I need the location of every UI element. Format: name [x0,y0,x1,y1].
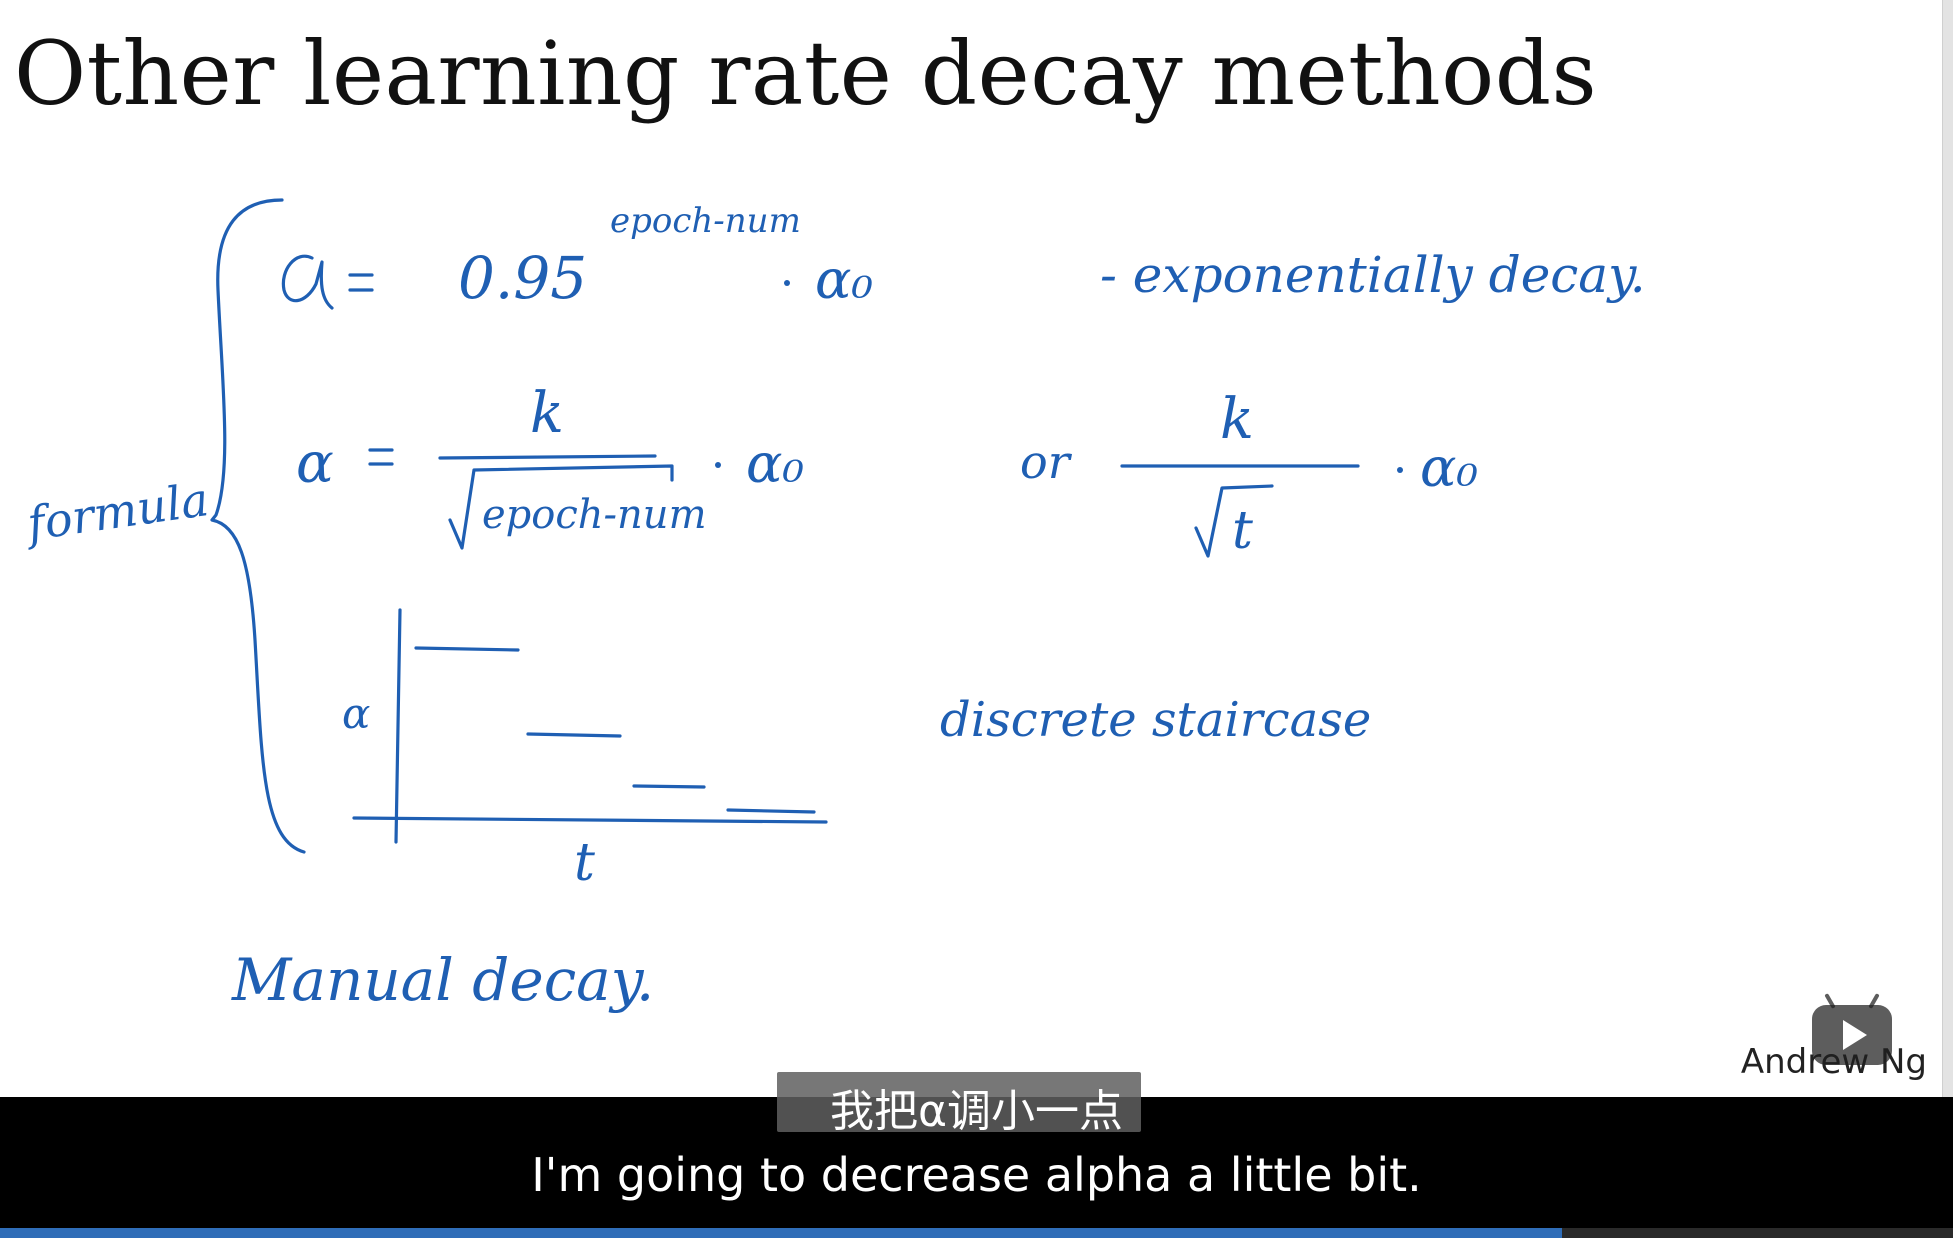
formula-label: formula [21,472,212,551]
progress-bar[interactable] [0,1228,1953,1238]
t-axis-label: t [574,833,595,893]
alpha-zero-3: α₀ [1420,436,1478,499]
left-brace [210,198,306,854]
lecture-slide: Other learning rate decay methods formul… [14,0,1953,1097]
stair-3 [632,784,706,789]
fraction-bar-1 [438,454,657,460]
exponent-label: epoch-num [610,201,801,241]
chinese-subtitle-background [777,1072,1141,1132]
or-label: or [1020,435,1073,489]
epoch-denominator: epoch-num [482,492,707,538]
alpha-zero-2: α₀ [746,432,804,495]
window-edge [1942,0,1953,1097]
progress-fill [0,1228,1563,1238]
alpha-axis-label: α [342,689,370,738]
handwritten-notes: formula 0.95 epoch-num α₀ - exponentiall… [21,198,1646,1014]
slide-title: Other learning rate decay methods [14,22,1598,125]
sqrt-sign-1 [448,464,674,550]
alpha-symbol [281,254,334,310]
k-numerator-1: k [530,381,564,446]
base-value: 0.95 [458,244,587,312]
t-denominator: t [1232,501,1253,561]
manual-decay-note: Manual decay. [231,946,654,1014]
english-subtitle: I'm going to decrease alpha a little bit… [531,1148,1422,1202]
y-axis [394,608,402,844]
staircase-note: discrete staircase [940,692,1371,748]
k-numerator-2: k [1220,387,1254,452]
exponential-note: - exponentially decay. [1100,246,1646,304]
x-axis [352,816,828,824]
play-icon [1843,1020,1867,1050]
alpha-zero: α₀ [815,248,873,311]
chinese-subtitle: 我把α调小一点 [829,1086,1123,1137]
play-button[interactable] [1812,993,1892,1065]
alpha-2: α [296,431,334,496]
stair-1 [414,646,520,652]
sqrt-sign-2 [1194,484,1274,558]
stair-2 [526,732,622,738]
stair-4 [726,808,816,814]
